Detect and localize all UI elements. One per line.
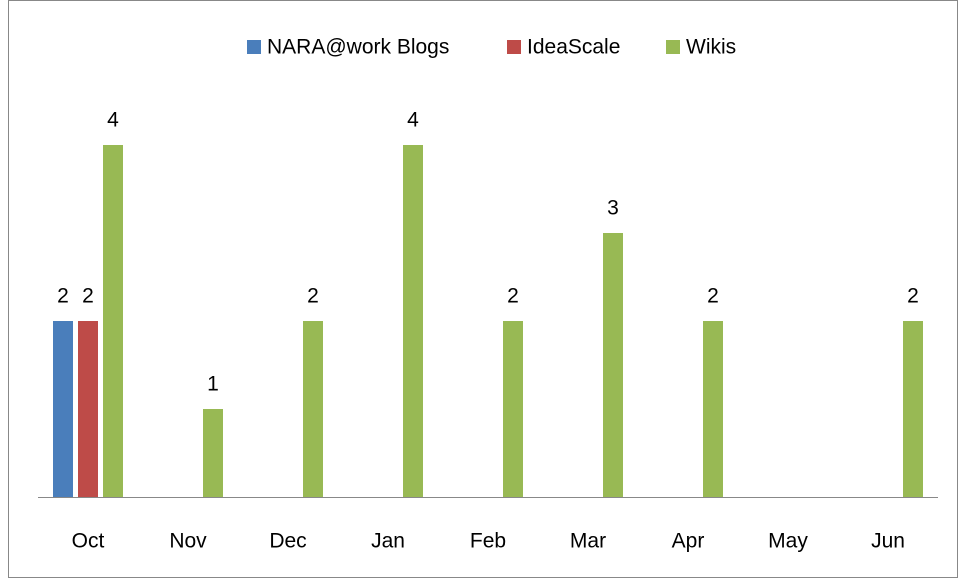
x-tick-label: Mar: [570, 530, 606, 553]
legend-swatch: [507, 40, 521, 54]
bar: [53, 321, 73, 497]
bar: [903, 321, 923, 497]
chart-frame: [8, 0, 958, 578]
data-label: 2: [57, 285, 69, 308]
x-tick-label: Jan: [371, 530, 405, 553]
legend-label: IdeaScale: [527, 36, 620, 59]
x-tick-label: Nov: [169, 530, 207, 553]
data-label: 1: [207, 373, 219, 396]
x-tick-label: Dec: [269, 530, 306, 553]
legend-label: NARA@work Blogs: [267, 36, 449, 59]
data-label: 2: [907, 285, 919, 308]
x-tick-label: May: [768, 530, 808, 553]
legend-swatch: [666, 40, 680, 54]
data-label: 2: [707, 285, 719, 308]
bar: [403, 145, 423, 497]
bar: [603, 233, 623, 497]
x-tick-label: Jun: [871, 530, 905, 553]
x-tick-label: Feb: [470, 530, 506, 553]
data-label: 3: [607, 197, 619, 220]
data-label: 4: [107, 109, 119, 132]
legend-swatch: [247, 40, 261, 54]
bar: [303, 321, 323, 497]
legend-label: Wikis: [686, 36, 736, 59]
bar: [503, 321, 523, 497]
data-label: 2: [507, 285, 519, 308]
x-tick-label: Apr: [672, 530, 705, 553]
bar: [103, 145, 123, 497]
x-tick-label: Oct: [72, 530, 105, 553]
bar: [703, 321, 723, 497]
bar: [203, 409, 223, 497]
data-label: 4: [407, 109, 419, 132]
data-label: 2: [82, 285, 94, 308]
data-label: 2: [307, 285, 319, 308]
bar: [78, 321, 98, 497]
